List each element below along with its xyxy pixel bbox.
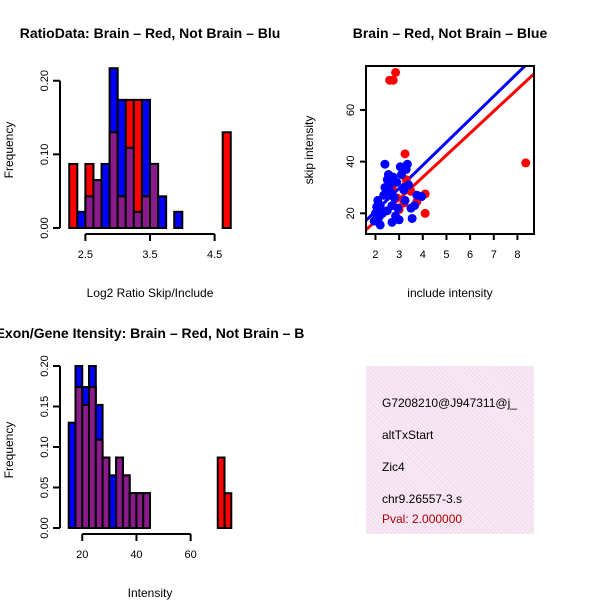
x-tick-label: 4: [420, 249, 426, 261]
histogram-bar: [216, 456, 226, 529]
y-tick-label: 0.10: [39, 436, 51, 457]
p-value: Pval: 2.000000: [382, 512, 463, 526]
scatter-point-red: [391, 67, 401, 77]
event-info-panel: G7208210@J947311@j_ altTxStart Zic4 chr9…: [366, 366, 534, 534]
histogram-bar: [94, 438, 104, 529]
scatter-ylabel: skip intensity: [302, 116, 316, 185]
scatter-point-blue: [417, 192, 427, 202]
histogram-bar: [92, 179, 103, 230]
probe-id: G7208210@J947311@j_: [382, 396, 517, 410]
scatter-title: Brain – Red, Not Brain – Blue: [353, 25, 548, 41]
x-tick-label: 20: [76, 549, 88, 561]
histogram-bar: [223, 492, 233, 530]
y-tick-label: 0.05: [39, 477, 51, 498]
intensity-hist-title: Exon/Gene Itensity: Brain – Red, Not Bra…: [0, 325, 304, 341]
scatter-point-blue: [375, 201, 385, 211]
scatter-point-red: [521, 158, 531, 168]
x-tick-label: 60: [185, 549, 197, 561]
histogram-bar: [221, 131, 232, 229]
ratio-hist-title: RatioData: Brain – Red, Not Brain – Blu: [20, 25, 281, 41]
histogram-bar: [81, 403, 91, 530]
gene-name: Zic4: [382, 460, 405, 474]
scatter-xlabel: include intensity: [407, 286, 492, 300]
histogram-bar: [157, 195, 168, 230]
histogram-bar: [124, 146, 135, 229]
plot-frame: [365, 65, 535, 235]
ratio-histogram: 2.5 3.5 4.5 0.00 0.10 0.20: [39, 67, 232, 261]
histogram-bar: [128, 492, 138, 530]
histogram-bar: [115, 456, 124, 529]
intensity-histogram: 20 40 60 0.00 0.05 0.10 0.15 0.20: [39, 355, 233, 561]
histogram-bar: [108, 474, 118, 530]
scatter-point-blue: [389, 193, 399, 203]
histogram-bar: [67, 421, 77, 530]
histogram-bar: [135, 492, 145, 530]
x-tick-label: 2: [372, 249, 378, 261]
skip-include-scatter: 2 3 4 5 6 7 8 20 40 60: [345, 65, 535, 261]
scatter-point-blue: [380, 159, 390, 169]
scatter-point-red: [420, 208, 430, 218]
histogram-bar: [68, 162, 79, 230]
scatter-point-blue: [410, 201, 420, 211]
histogram-bar: [88, 386, 97, 529]
histogram-bar: [140, 195, 152, 230]
x-tick-label: 3.5: [142, 249, 157, 261]
scatter-point-blue: [387, 217, 397, 227]
x-tick-label: 2.5: [78, 249, 93, 261]
histogram-bar: [101, 456, 111, 529]
histogram-bar: [132, 210, 143, 230]
intensity-hist-xlabel: Intensity: [128, 586, 173, 600]
scatter-point-red: [400, 149, 410, 159]
histogram-bar: [149, 162, 160, 230]
y-tick-label: 0.00: [39, 517, 51, 538]
histogram-bar: [142, 492, 151, 530]
x-tick-label: 6: [467, 249, 473, 261]
genomic-location: chr9.26557-3.s: [382, 492, 463, 506]
scatter-point-blue: [375, 220, 385, 230]
histogram-bar: [100, 162, 111, 230]
ratio-hist-ylabel: Frequency: [2, 122, 16, 179]
event-type: altTxStart: [382, 428, 434, 442]
scatter-point-blue: [394, 215, 404, 225]
scatter-plot-area: [366, 66, 534, 231]
scatter-point-red: [388, 75, 398, 85]
histogram-bar: [76, 210, 87, 230]
x-tick-label: 4.5: [207, 249, 222, 261]
scatter-point-blue: [407, 213, 417, 223]
x-tick-label: 8: [514, 249, 520, 261]
histogram-bar: [121, 474, 131, 530]
histogram-bar: [74, 386, 84, 529]
x-tick-label: 5: [443, 249, 449, 261]
histogram-bar: [132, 98, 143, 229]
histogram-bar: [84, 195, 95, 230]
y-tick-label: 40: [345, 156, 357, 168]
y-tick-label: 0.10: [39, 144, 51, 165]
y-tick-label: 60: [345, 104, 357, 116]
histogram-bar: [116, 195, 127, 230]
scatter-point-blue: [400, 195, 410, 205]
x-tick-label: 3: [396, 249, 402, 261]
scatter-point-blue: [392, 177, 402, 187]
scatter-point-blue: [385, 180, 395, 190]
scatter-point-blue: [393, 203, 403, 213]
ratio-hist-xlabel: Log2 Ratio Skip/Include: [87, 286, 214, 300]
x-tick-label: 40: [130, 549, 142, 561]
y-tick-label: 0.20: [39, 355, 51, 376]
y-tick-label: 0.20: [39, 70, 51, 91]
x-tick-label: 7: [491, 249, 497, 261]
y-tick-label: 20: [345, 207, 357, 219]
histogram-bar: [173, 210, 184, 230]
scatter-point-blue: [404, 180, 414, 190]
scatter-point-blue: [402, 159, 412, 169]
scatter-point-blue: [379, 190, 389, 200]
y-tick-label: 0.15: [39, 396, 51, 417]
y-tick-label: 0.00: [39, 217, 51, 238]
intensity-hist-ylabel: Frequency: [2, 422, 16, 479]
histogram-bar: [108, 131, 119, 229]
